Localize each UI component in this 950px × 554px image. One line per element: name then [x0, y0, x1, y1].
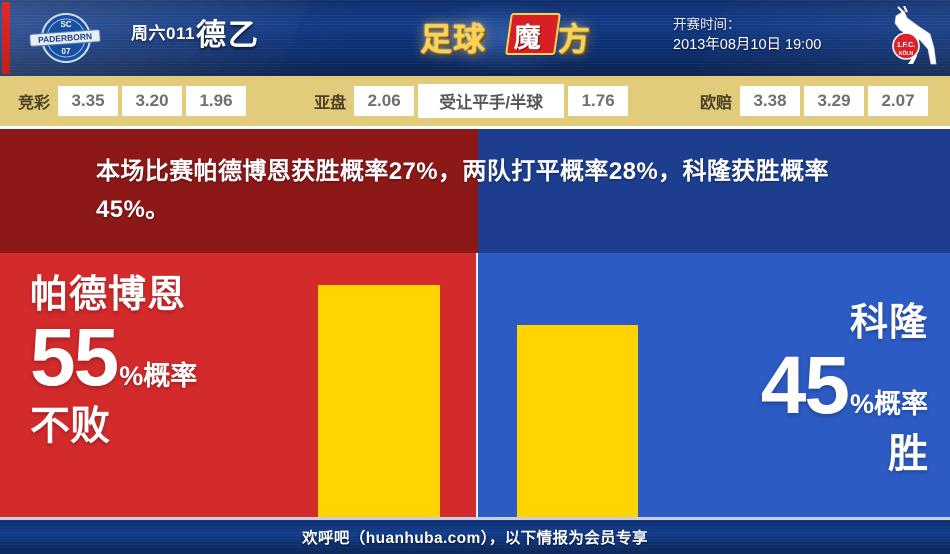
odds-value[interactable]: 1.76: [568, 86, 629, 116]
home-probability-value: 55: [30, 312, 119, 403]
footer-separator: [0, 517, 950, 520]
svg-text:PADERBORN: PADERBORN: [38, 31, 93, 45]
odds-group-oupei: 欧赔 3.38 3.29 2.07: [700, 86, 932, 116]
footer-text: 欢呼吧（huanhuba.com），以下情报为会员专享: [302, 530, 648, 547]
odds-value[interactable]: 3.29: [804, 86, 864, 116]
match-round-label: 周六011: [131, 24, 195, 43]
probability-summary-text: 本场比赛帕德博恩获胜概率27%，两队打平概率28%，科隆获胜概率45%。: [96, 158, 829, 223]
away-probability-unit: %概率: [849, 389, 928, 419]
odds-value[interactable]: 3.35: [58, 86, 119, 116]
home-team-name: 帕德博恩: [30, 274, 187, 316]
odds-value[interactable]: 3.20: [122, 86, 183, 116]
probability-bar-chart: 帕德博恩 55 %概率 不败 科隆 45 %概率 胜: [0, 253, 950, 517]
odds-group-jingcai: 竞彩 3.35 3.20 1.96: [18, 86, 250, 116]
odds-group-label: 欧赔: [699, 95, 732, 112]
svg-text:07: 07: [62, 47, 71, 56]
brand-text: 足球: [420, 21, 487, 57]
away-outcome-label: 胜: [888, 432, 928, 476]
odds-handicap-value[interactable]: 受让平手/半球: [418, 84, 565, 118]
away-team-crest-icon: 1.F.C. KÖLN: [884, 5, 946, 70]
header-red-edge-strip: [2, 2, 10, 74]
svg-text:1.F.C.: 1.F.C.: [897, 42, 915, 49]
brand-glow: [408, 0, 596, 76]
footer-bar: 欢呼吧（huanhuba.com），以下情报为会员专享: [0, 520, 950, 554]
kickoff-value: 2013年08月10日 19:00: [673, 37, 822, 53]
svg-text:SC: SC: [60, 20, 71, 29]
odds-value[interactable]: 2.07: [868, 86, 928, 116]
odds-group-label: 亚盘: [314, 95, 347, 112]
kickoff-time-block: 开赛时间： 2013年08月10日 19:00: [673, 14, 821, 56]
banner-left-bg: [0, 129, 478, 253]
away-team-stat-block: 科隆 45 %概率 胜: [761, 301, 928, 477]
home-team-crest-icon: SC 07 PADERBORN: [22, 10, 108, 66]
home-team-stat-block: 帕德博恩 55 %概率 不败: [30, 273, 197, 449]
brand-accent-box: 魔: [505, 13, 561, 55]
site-brand-logo: 足球 魔 方: [408, 0, 596, 76]
league-name-label: 德乙: [196, 19, 260, 52]
chart-bar-home: [318, 285, 440, 517]
panel-divider: [476, 253, 478, 517]
home-probability-unit: %概率: [119, 361, 198, 391]
header-bar: SC 07 PADERBORN 周六011 德乙 足球 魔 方 开赛时间： 20…: [0, 0, 950, 76]
brand-accent-char: 魔: [513, 23, 541, 53]
away-probability-value: 45: [760, 340, 850, 431]
odds-value[interactable]: 1.96: [186, 86, 247, 116]
odds-group-label: 竞彩: [18, 95, 51, 112]
odds-bar: 竞彩 3.35 3.20 1.96 亚盘 2.06 受让平手/半球 1.76 欧…: [0, 76, 950, 126]
svg-text:KÖLN: KÖLN: [899, 50, 914, 57]
probability-summary-banner: 本场比赛帕德博恩获胜概率27%，两队打平概率28%，科隆获胜概率45%。: [0, 129, 950, 253]
kickoff-label: 开赛时间：: [673, 17, 741, 32]
odds-value[interactable]: 2.06: [354, 86, 415, 116]
brand-tail-char: 方: [558, 21, 592, 57]
home-outcome-label: 不败: [30, 404, 110, 448]
odds-value[interactable]: 3.38: [740, 86, 800, 116]
chart-bar-away: [517, 325, 638, 517]
banner-right-bg: [478, 129, 950, 253]
away-team-name: 科隆: [849, 302, 928, 344]
odds-group-yapan: 亚盘 2.06 受让平手/半球 1.76: [314, 84, 632, 118]
